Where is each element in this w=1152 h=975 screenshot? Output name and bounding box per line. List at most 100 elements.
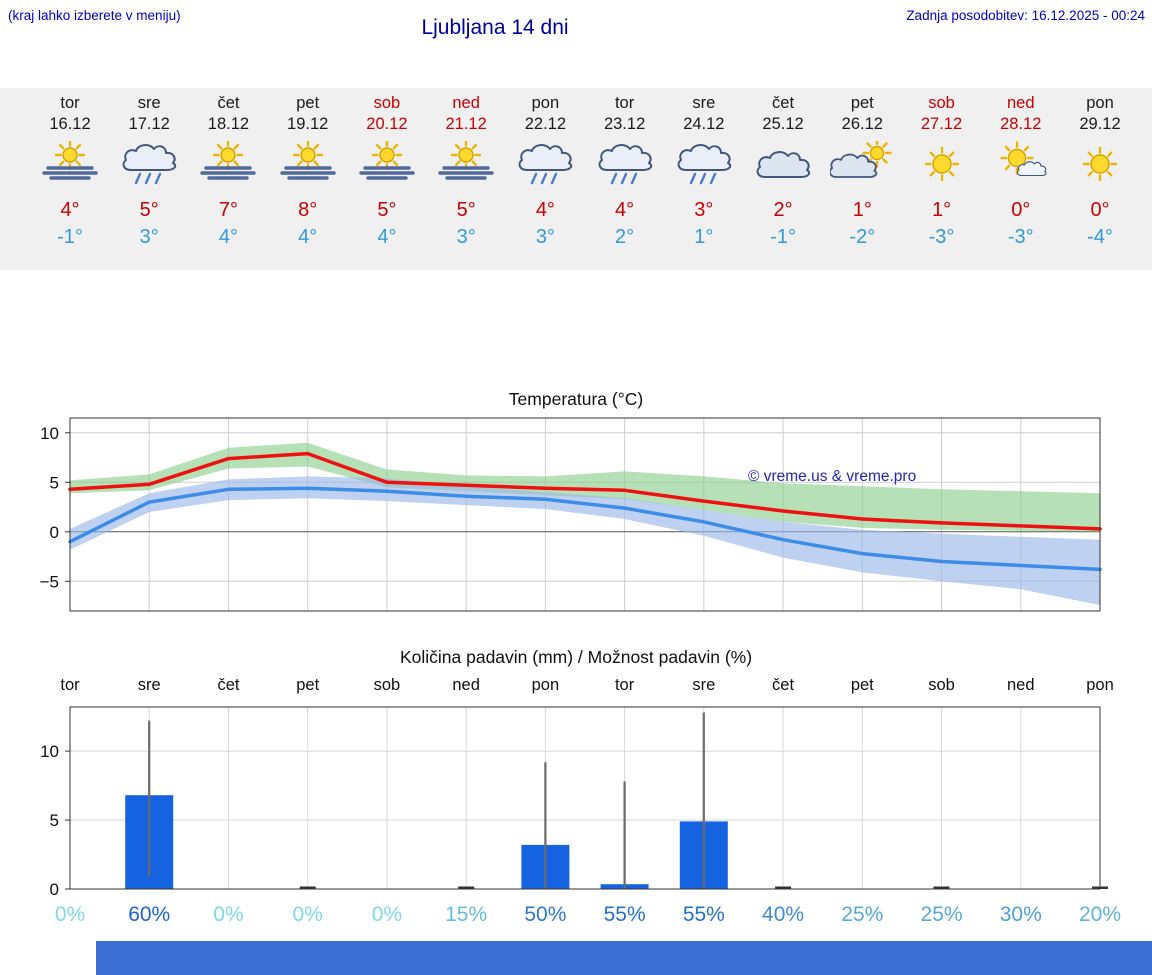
- day-date: 23.12: [603, 115, 646, 133]
- forecast-day[interactable]: ned 28.12 0° -3°: [980, 93, 1062, 251]
- precip-probability: 55%: [682, 903, 725, 926]
- precip-probability: 25%: [841, 903, 884, 926]
- precip-probability: 0%: [213, 903, 244, 926]
- menu-hint: (kraj lahko izberete v meniju): [8, 8, 181, 23]
- sun-fog-icon: [425, 141, 507, 187]
- day-name: sre: [137, 94, 161, 112]
- day-low-temp: 4°: [218, 226, 239, 248]
- temp-max-band: [70, 442, 1100, 532]
- forecast-day[interactable]: sob 27.12 1° -3°: [901, 93, 983, 251]
- day-high-temp: 2°: [773, 199, 793, 221]
- day-date: 17.12: [128, 115, 170, 133]
- precip-day-label: čet: [772, 676, 795, 694]
- precip-day-label: sob: [928, 676, 955, 694]
- precip-probability: 30%: [999, 903, 1042, 926]
- precip-probability: 60%: [128, 903, 171, 926]
- day-name: ned: [452, 94, 480, 112]
- precip-day-label: pon: [1086, 676, 1114, 694]
- cloud-icon: [742, 141, 824, 187]
- day-high-temp: 0°: [1090, 199, 1110, 221]
- precip-day-label: pet: [850, 676, 874, 694]
- sun-icon: [1059, 141, 1141, 187]
- day-name: pet: [850, 94, 874, 112]
- watermark: © vreme.us & vreme.pro: [748, 468, 916, 485]
- svg-text:10: 10: [40, 424, 59, 443]
- precip-probability: 25%: [920, 903, 963, 926]
- day-date: 27.12: [920, 115, 963, 133]
- rain-icon: [584, 141, 666, 187]
- precip-probability: 15%: [445, 903, 488, 926]
- sun-fog-icon: [29, 141, 111, 187]
- svg-text:−5: −5: [40, 572, 59, 591]
- day-date: 24.12: [683, 115, 725, 133]
- day-low-temp: 4°: [377, 226, 397, 248]
- day-name: sob: [928, 94, 955, 112]
- precip-probability: 20%: [1078, 903, 1122, 926]
- precip-day-label: sre: [692, 676, 716, 694]
- day-date: 21.12: [445, 115, 487, 133]
- svg-text:5: 5: [50, 811, 59, 830]
- precip-trace-tick: [299, 886, 316, 889]
- svg-text:0: 0: [50, 880, 59, 895]
- day-high-temp: 4°: [60, 199, 80, 221]
- temp-min-line: [68, 486, 1102, 572]
- svg-text:10: 10: [40, 742, 59, 761]
- forecast-day[interactable]: pet 19.12 8° 4°: [267, 93, 349, 251]
- rain-icon: [504, 141, 586, 187]
- forecast-strip: tor 16.12 4° -1° sre 17.12 5° 3° čet 18.12 7° 4° pet…: [0, 88, 1152, 270]
- day-date: 16.12: [49, 115, 91, 133]
- day-date: 29.12: [1079, 115, 1121, 133]
- forecast-day[interactable]: sre 24.12 3° 1°: [663, 93, 745, 251]
- day-low-temp: -3°: [1007, 226, 1034, 248]
- precipitation-chart: 0 5 10: [40, 706, 1108, 895]
- forecast-day[interactable]: pon 29.12 0° -4°: [1059, 93, 1141, 251]
- forecast-day[interactable]: sob 20.12 5° 4°: [346, 93, 428, 251]
- forecast-day[interactable]: čet 18.12 7° 4°: [187, 93, 269, 251]
- day-date: 20.12: [366, 115, 408, 133]
- day-date: 18.12: [207, 115, 250, 133]
- day-low-temp: -1°: [770, 226, 796, 248]
- svg-text:5: 5: [50, 473, 59, 492]
- temp-max-line: [68, 451, 1102, 531]
- day-high-temp: 0°: [1011, 199, 1031, 221]
- day-high-temp: 8°: [298, 199, 318, 221]
- precip-probability: 0%: [292, 903, 323, 926]
- day-date: 25.12: [762, 115, 804, 133]
- precip-day-labels: tor sre čet pet sob ned pon tor sre čet pet sob ned p…: [0, 676, 1152, 698]
- last-update: Zadnja posodobitev: 16.12.2025 - 00:24: [906, 8, 1145, 23]
- day-name: čet: [217, 94, 240, 112]
- precip-chart-title: Količina padavin (mm) / Možnost padavin …: [399, 647, 753, 667]
- day-low-temp: -4°: [1087, 226, 1113, 248]
- forecast-day[interactable]: čet 25.12 2° -1°: [742, 93, 824, 251]
- cloud-sun-icon: [821, 141, 903, 187]
- day-name: čet: [772, 94, 795, 112]
- day-date: 28.12: [1000, 115, 1042, 133]
- day-high-temp: 1°: [931, 199, 952, 221]
- day-high-temp: 5°: [377, 199, 397, 221]
- sun-cloud-icon: [980, 141, 1062, 187]
- day-name: pon: [1086, 94, 1114, 112]
- precip-day-label: tor: [60, 676, 80, 694]
- day-low-temp: -3°: [928, 226, 955, 248]
- day-high-temp: 3°: [694, 199, 714, 221]
- precip-day-label: pet: [296, 676, 320, 694]
- page-title: Ljubljana 14 dni: [421, 16, 569, 39]
- svg-text:0: 0: [50, 523, 59, 542]
- precip-probability: 50%: [524, 903, 567, 926]
- day-name: sob: [373, 94, 401, 112]
- day-name: tor: [60, 94, 80, 112]
- precip-trace-tick: [775, 886, 792, 889]
- precip-day-label: čet: [217, 676, 240, 694]
- forecast-day[interactable]: ned 21.12 5° 3°: [425, 93, 507, 251]
- forecast-day[interactable]: tor 23.12 4° 2°: [584, 93, 666, 251]
- day-low-temp: 2°: [615, 226, 635, 248]
- footer-bar[interactable]: [96, 941, 1152, 975]
- forecast-day[interactable]: tor 16.12 4° -1°: [29, 93, 111, 251]
- forecast-day[interactable]: sre 17.12 5° 3°: [108, 93, 190, 251]
- rain-icon: [108, 141, 190, 187]
- forecast-day[interactable]: pet 26.12 1° -2°: [821, 93, 903, 251]
- sun-icon: [901, 141, 983, 187]
- precip-probability: 40%: [762, 903, 805, 926]
- forecast-day[interactable]: pon 22.12 4° 3°: [504, 93, 586, 251]
